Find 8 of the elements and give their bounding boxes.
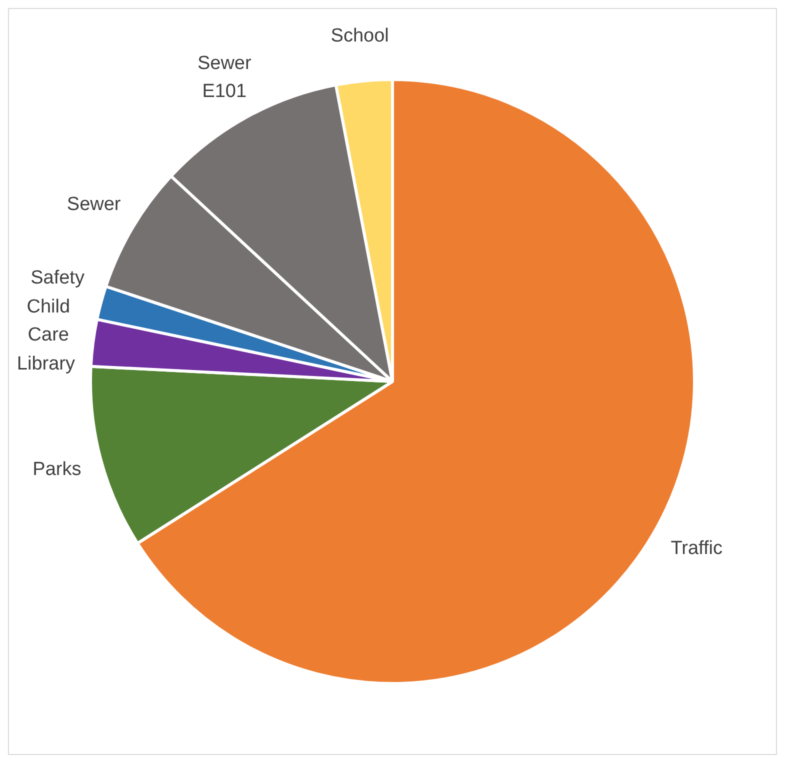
- slice-label: Traffic: [670, 538, 722, 559]
- slice-label: Child Care: [26, 296, 70, 346]
- slice-label: Safety: [30, 267, 85, 288]
- category-label: Library: [16, 353, 75, 374]
- slice-label: Parks: [32, 459, 82, 480]
- slice-label: Sewer: [66, 194, 122, 216]
- slice-label: School: [330, 25, 389, 46]
- slice-label: Sewer E101: [197, 53, 252, 102]
